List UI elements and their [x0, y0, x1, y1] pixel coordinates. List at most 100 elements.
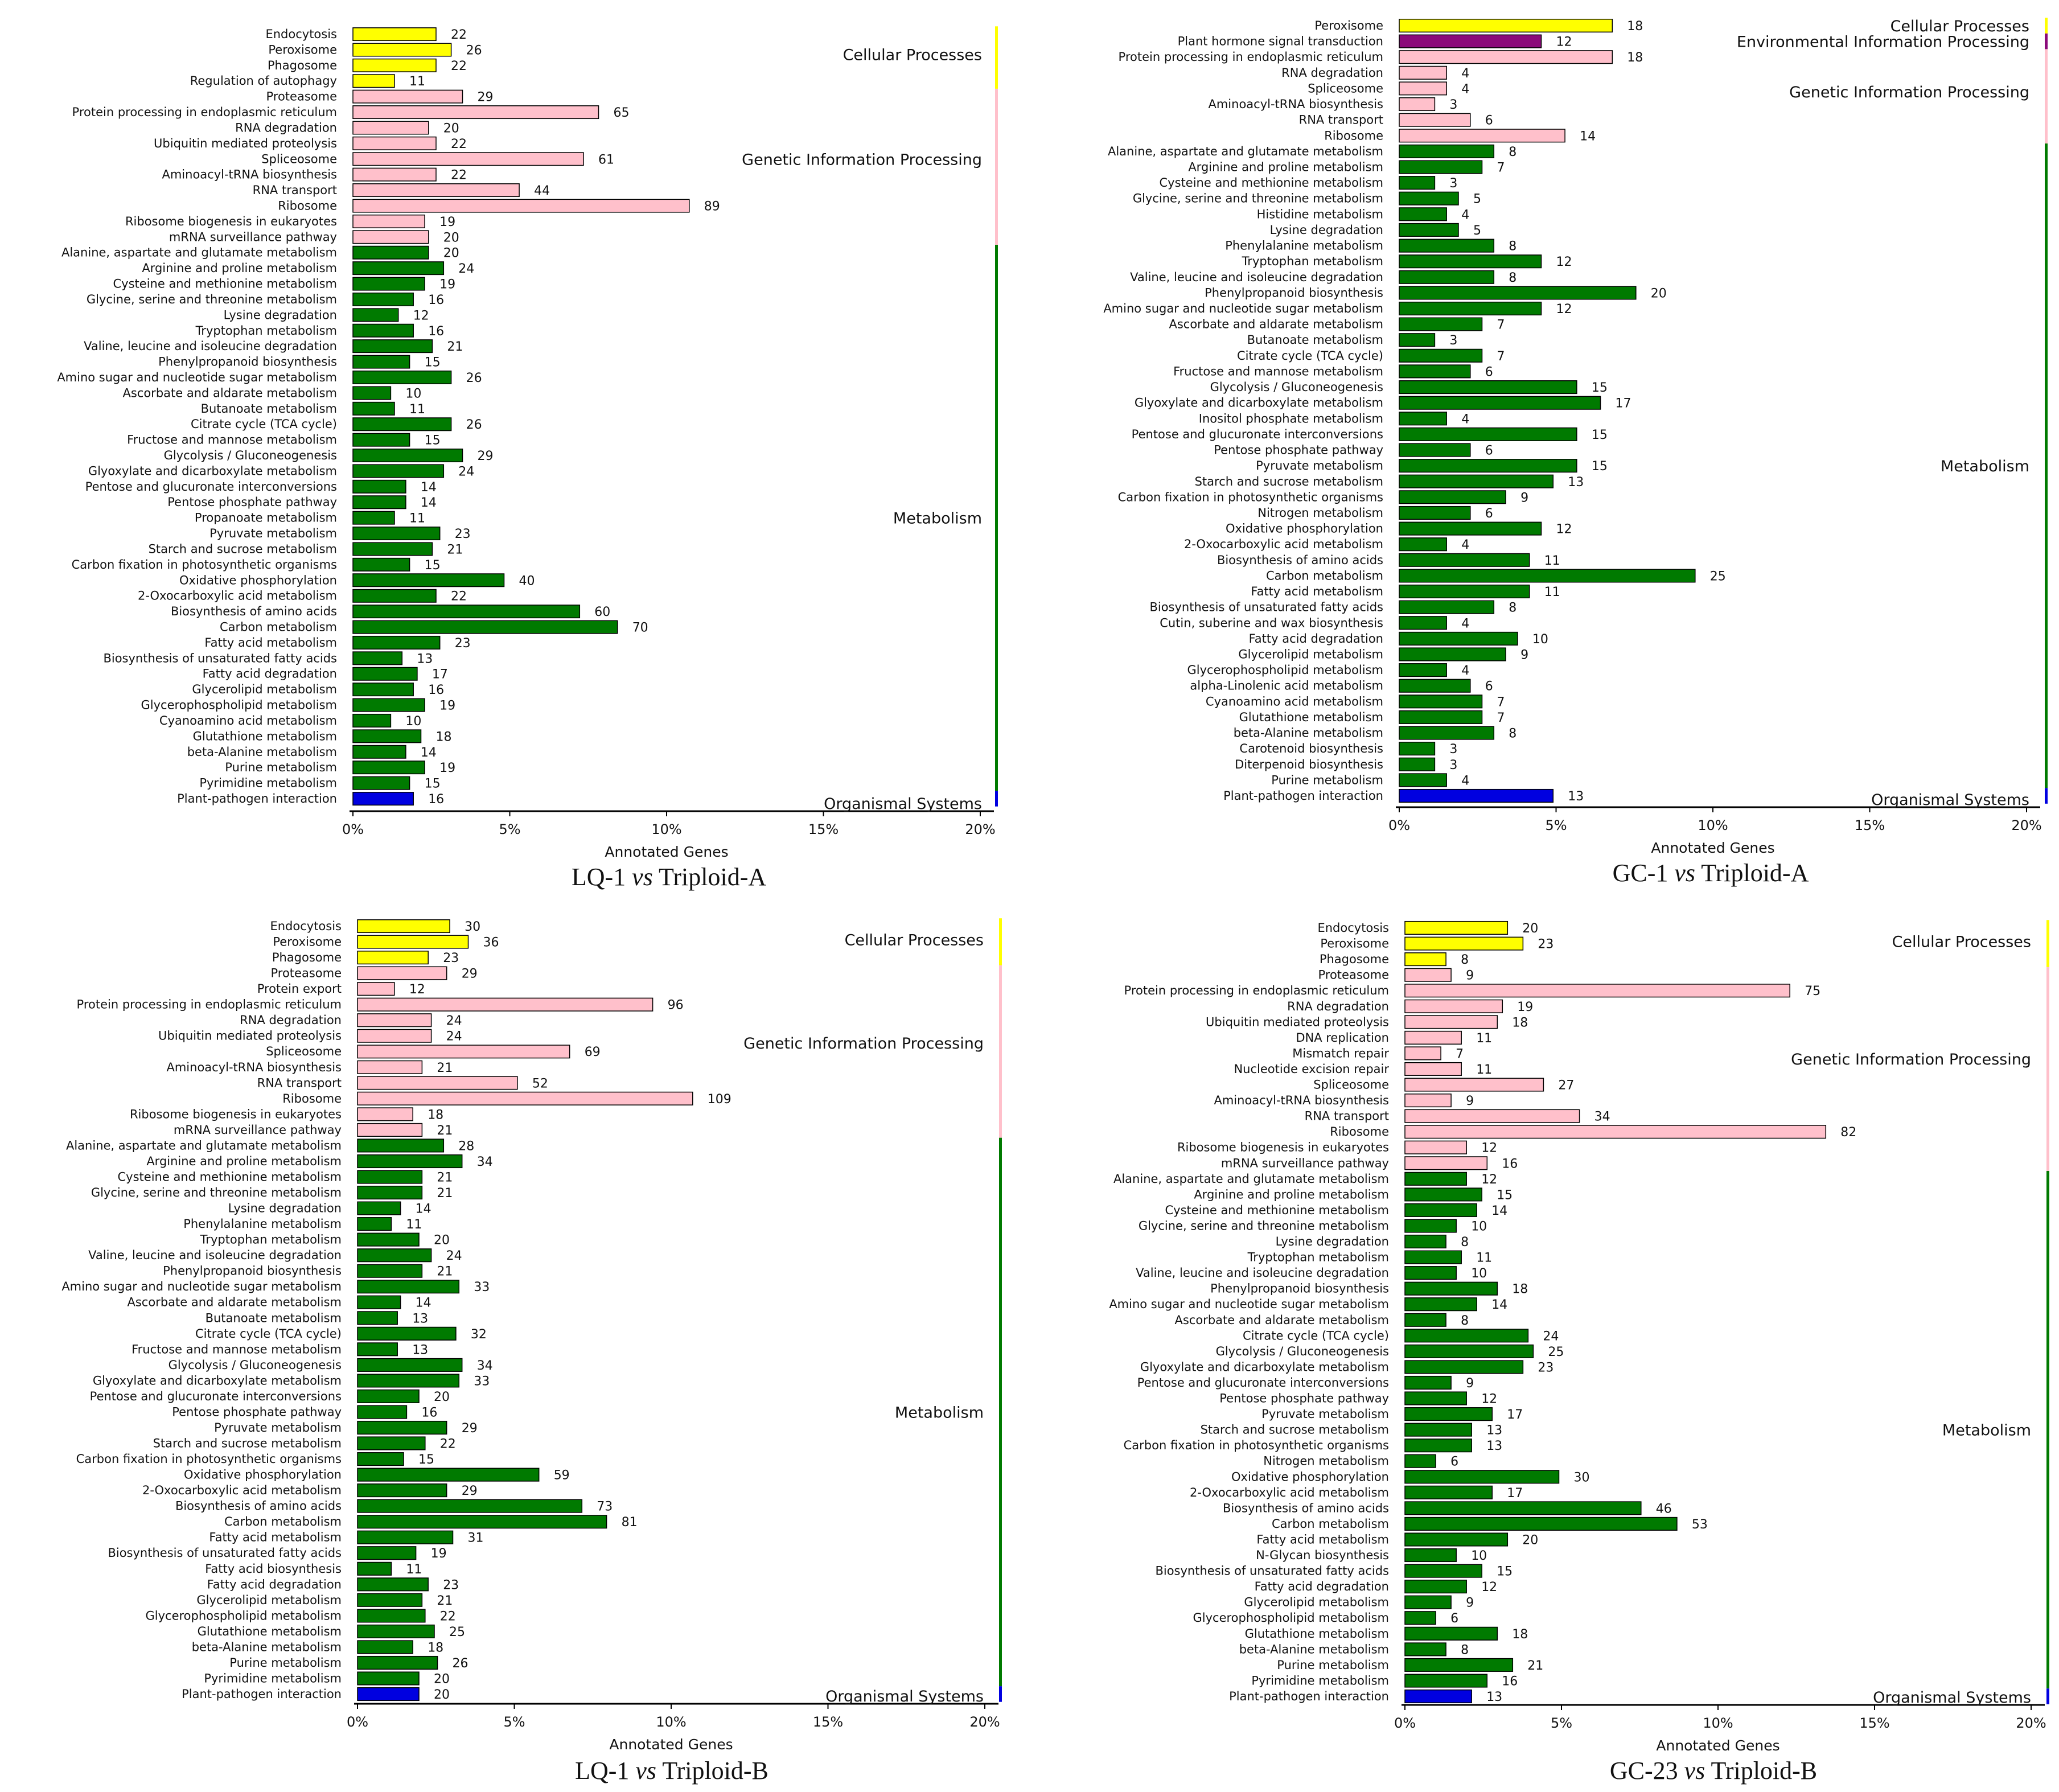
bar-cysteine-and-methionine-metabolism [1399, 176, 1436, 190]
category-bracket-genetic-information-processing [2046, 967, 2049, 1172]
bar-value-label: 8 [1461, 1235, 1469, 1250]
panel-title-right: Triploid-B [1705, 1757, 1817, 1785]
bar-label: Protein processing in endoplasmic reticu… [72, 105, 337, 119]
bar-value-label: 22 [451, 59, 467, 73]
bar-label: Pyruvate metabolism [209, 527, 337, 540]
bar-glycolysis-gluconeogenesis [357, 1358, 463, 1372]
bar-label: Carbon metabolism [220, 620, 337, 634]
x-tick-label: 5% [1545, 817, 1567, 833]
category-label-organismal-systems: Organismal Systems [824, 795, 982, 813]
bar-citrate-cycle-tca-cycle [1404, 1329, 1529, 1343]
bar-value-label: 23 [443, 1578, 459, 1592]
x-tick-label: 20% [2011, 817, 2041, 833]
bar-label: Amino sugar and nucleotide sugar metabol… [1103, 302, 1383, 315]
bar-label: Cysteine and methionine metabolism [118, 1170, 342, 1184]
bar-value-label: 25 [1710, 569, 1726, 583]
bar-value-label: 5 [1473, 224, 1481, 238]
bar-value-label: 12 [1481, 1392, 1497, 1407]
bar-value-label: 29 [462, 1421, 478, 1436]
bar-label: Ascorbate and aldarate metabolism [122, 386, 337, 400]
bar-phenylalanine-metabolism [1399, 239, 1495, 253]
bar-label: Fatty acid metabolism [1251, 585, 1383, 598]
bar-label: 2-Oxocarboxylic acid metabolism [1184, 537, 1383, 551]
bar-value-label: 9 [1466, 1596, 1474, 1610]
bar-rna-transport [1399, 113, 1471, 127]
bar-value-label: 29 [462, 967, 478, 981]
bar-butanoate-metabolism [1399, 333, 1436, 347]
bar-label: Aminoacyl-tRNA biosynthesis [162, 168, 337, 182]
bar-glycine-serine-and-threonine-metabolism [1399, 191, 1459, 205]
bar-carotenoid-biosynthesis [1399, 742, 1436, 756]
bar-label: 2-Oxocarboxylic acid metabolism [142, 1483, 342, 1497]
bar-glyoxylate-and-dicarboxylate-metabolism [1399, 396, 1601, 410]
bar-value-label: 21 [437, 1124, 453, 1138]
bar-label: Mismatch repair [1292, 1046, 1389, 1060]
bar-value-label: 9 [1520, 491, 1528, 505]
bar-label: Spliceosome [261, 152, 337, 166]
panel-title-right: Triploid-A [653, 863, 767, 891]
bar-label: Ubiquitin mediated proteolysis [1206, 1015, 1389, 1029]
bar-starch-and-sucrose-metabolism [357, 1436, 426, 1450]
category-bracket-environmental-information-processing [2045, 33, 2048, 50]
bar-value-label: 29 [478, 91, 494, 105]
bar-label: Pyruvate metabolism [214, 1421, 342, 1435]
bar-value-label: 23 [455, 527, 471, 541]
bar-label: Valine, leucine and isoleucine degradati… [88, 1248, 342, 1262]
bar-label: Carbon metabolism [1272, 1517, 1389, 1531]
x-tick-label: 10% [651, 821, 681, 837]
bar-label: Glycerolipid metabolism [1244, 1596, 1389, 1609]
bar-value-label: 16 [428, 683, 444, 697]
bar-value-label: 17 [1616, 397, 1631, 411]
panel-title: LQ-1 vs Triploid-A [572, 863, 766, 891]
bar-ascorbate-and-aldarate-metabolism [1399, 317, 1483, 331]
bar-label: Alanine, aspartate and glutamate metabol… [61, 246, 337, 260]
category-label-genetic-information-processing: Genetic Information Processing [1789, 84, 2029, 101]
bar-label: Nitrogen metabolism [1263, 1454, 1389, 1468]
bar-label: Carotenoid biosynthesis [1239, 742, 1383, 755]
bar-label: Cyanoamino acid metabolism [1206, 694, 1383, 708]
bar-ribosome [1404, 1125, 1827, 1139]
bar-value-label: 14 [421, 496, 437, 510]
bar-value-label: 21 [437, 1265, 453, 1279]
bar-label: Lysine degradation [224, 308, 337, 322]
bar-value-label: 3 [1449, 334, 1457, 348]
bar-fatty-acid-degradation [1399, 631, 1518, 646]
bar-valine-leucine-and-isoleucine-degradation [357, 1248, 432, 1263]
bar-protein-processing-in-endoplasmic-reticulum [1404, 984, 1790, 998]
bar-label: Biosynthesis of unsaturated fatty acids [103, 651, 337, 665]
bar-rna-degradation [357, 1013, 432, 1027]
bar-value-label: 109 [708, 1092, 731, 1107]
bar-label: Butanoate metabolism [201, 402, 337, 416]
bar-value-label: 89 [704, 200, 720, 214]
bar-label: Citrate cycle (TCA cycle) [191, 417, 337, 431]
bar-value-label: 36 [483, 936, 499, 950]
chart-panel-4: Endocytosis 20 Peroxisome 23 Phagosome 8 Prote… [1109, 920, 2049, 1785]
bar-label: Citrate cycle (TCA cycle) [195, 1327, 342, 1341]
bar-glycerophospholipid-metabolism [352, 698, 425, 712]
x-axis-title: Annotated Genes [1651, 840, 1774, 856]
bar-value-label: 21 [437, 1061, 453, 1075]
bar-label: Glycerophospholipid metabolism [145, 1609, 342, 1622]
bar-label: Glycine, serine and threonine metabolism [1133, 192, 1383, 205]
bar-label: Fructose and mannose metabolism [1173, 365, 1383, 379]
bar-label: Tryptophan metabolism [200, 1233, 342, 1247]
bar-label: Spliceosome [1313, 1078, 1389, 1092]
bar-value-label: 8 [1461, 1643, 1469, 1657]
bar-label: DNA replication [1296, 1031, 1389, 1045]
bar-biosynthesis-of-unsaturated-fatty-acids [357, 1546, 417, 1560]
bar-value-label: 19 [431, 1547, 447, 1561]
bar-purine-metabolism [1399, 773, 1447, 787]
bar-value-label: 3 [1449, 758, 1457, 772]
bar-value-label: 18 [428, 1108, 443, 1122]
category-bracket-cellular-processes [2045, 18, 2048, 34]
bar-glutathione-metabolism [357, 1624, 435, 1638]
bar-value-label: 11 [1476, 1251, 1492, 1265]
category-label-metabolism: Metabolism [1941, 458, 2029, 475]
bar-label: Tryptophan metabolism [195, 324, 337, 338]
bar-label: Endocytosis [1317, 921, 1389, 935]
bar-value-label: 20 [434, 1688, 450, 1702]
bar-pentose-and-glucuronate-interconversions [352, 479, 406, 494]
bar-value-label: 61 [598, 153, 614, 167]
bar-valine-leucine-and-isoleucine-degradation [1404, 1266, 1457, 1280]
bar-label: Protein processing in endoplasmic reticu… [1124, 984, 1389, 997]
